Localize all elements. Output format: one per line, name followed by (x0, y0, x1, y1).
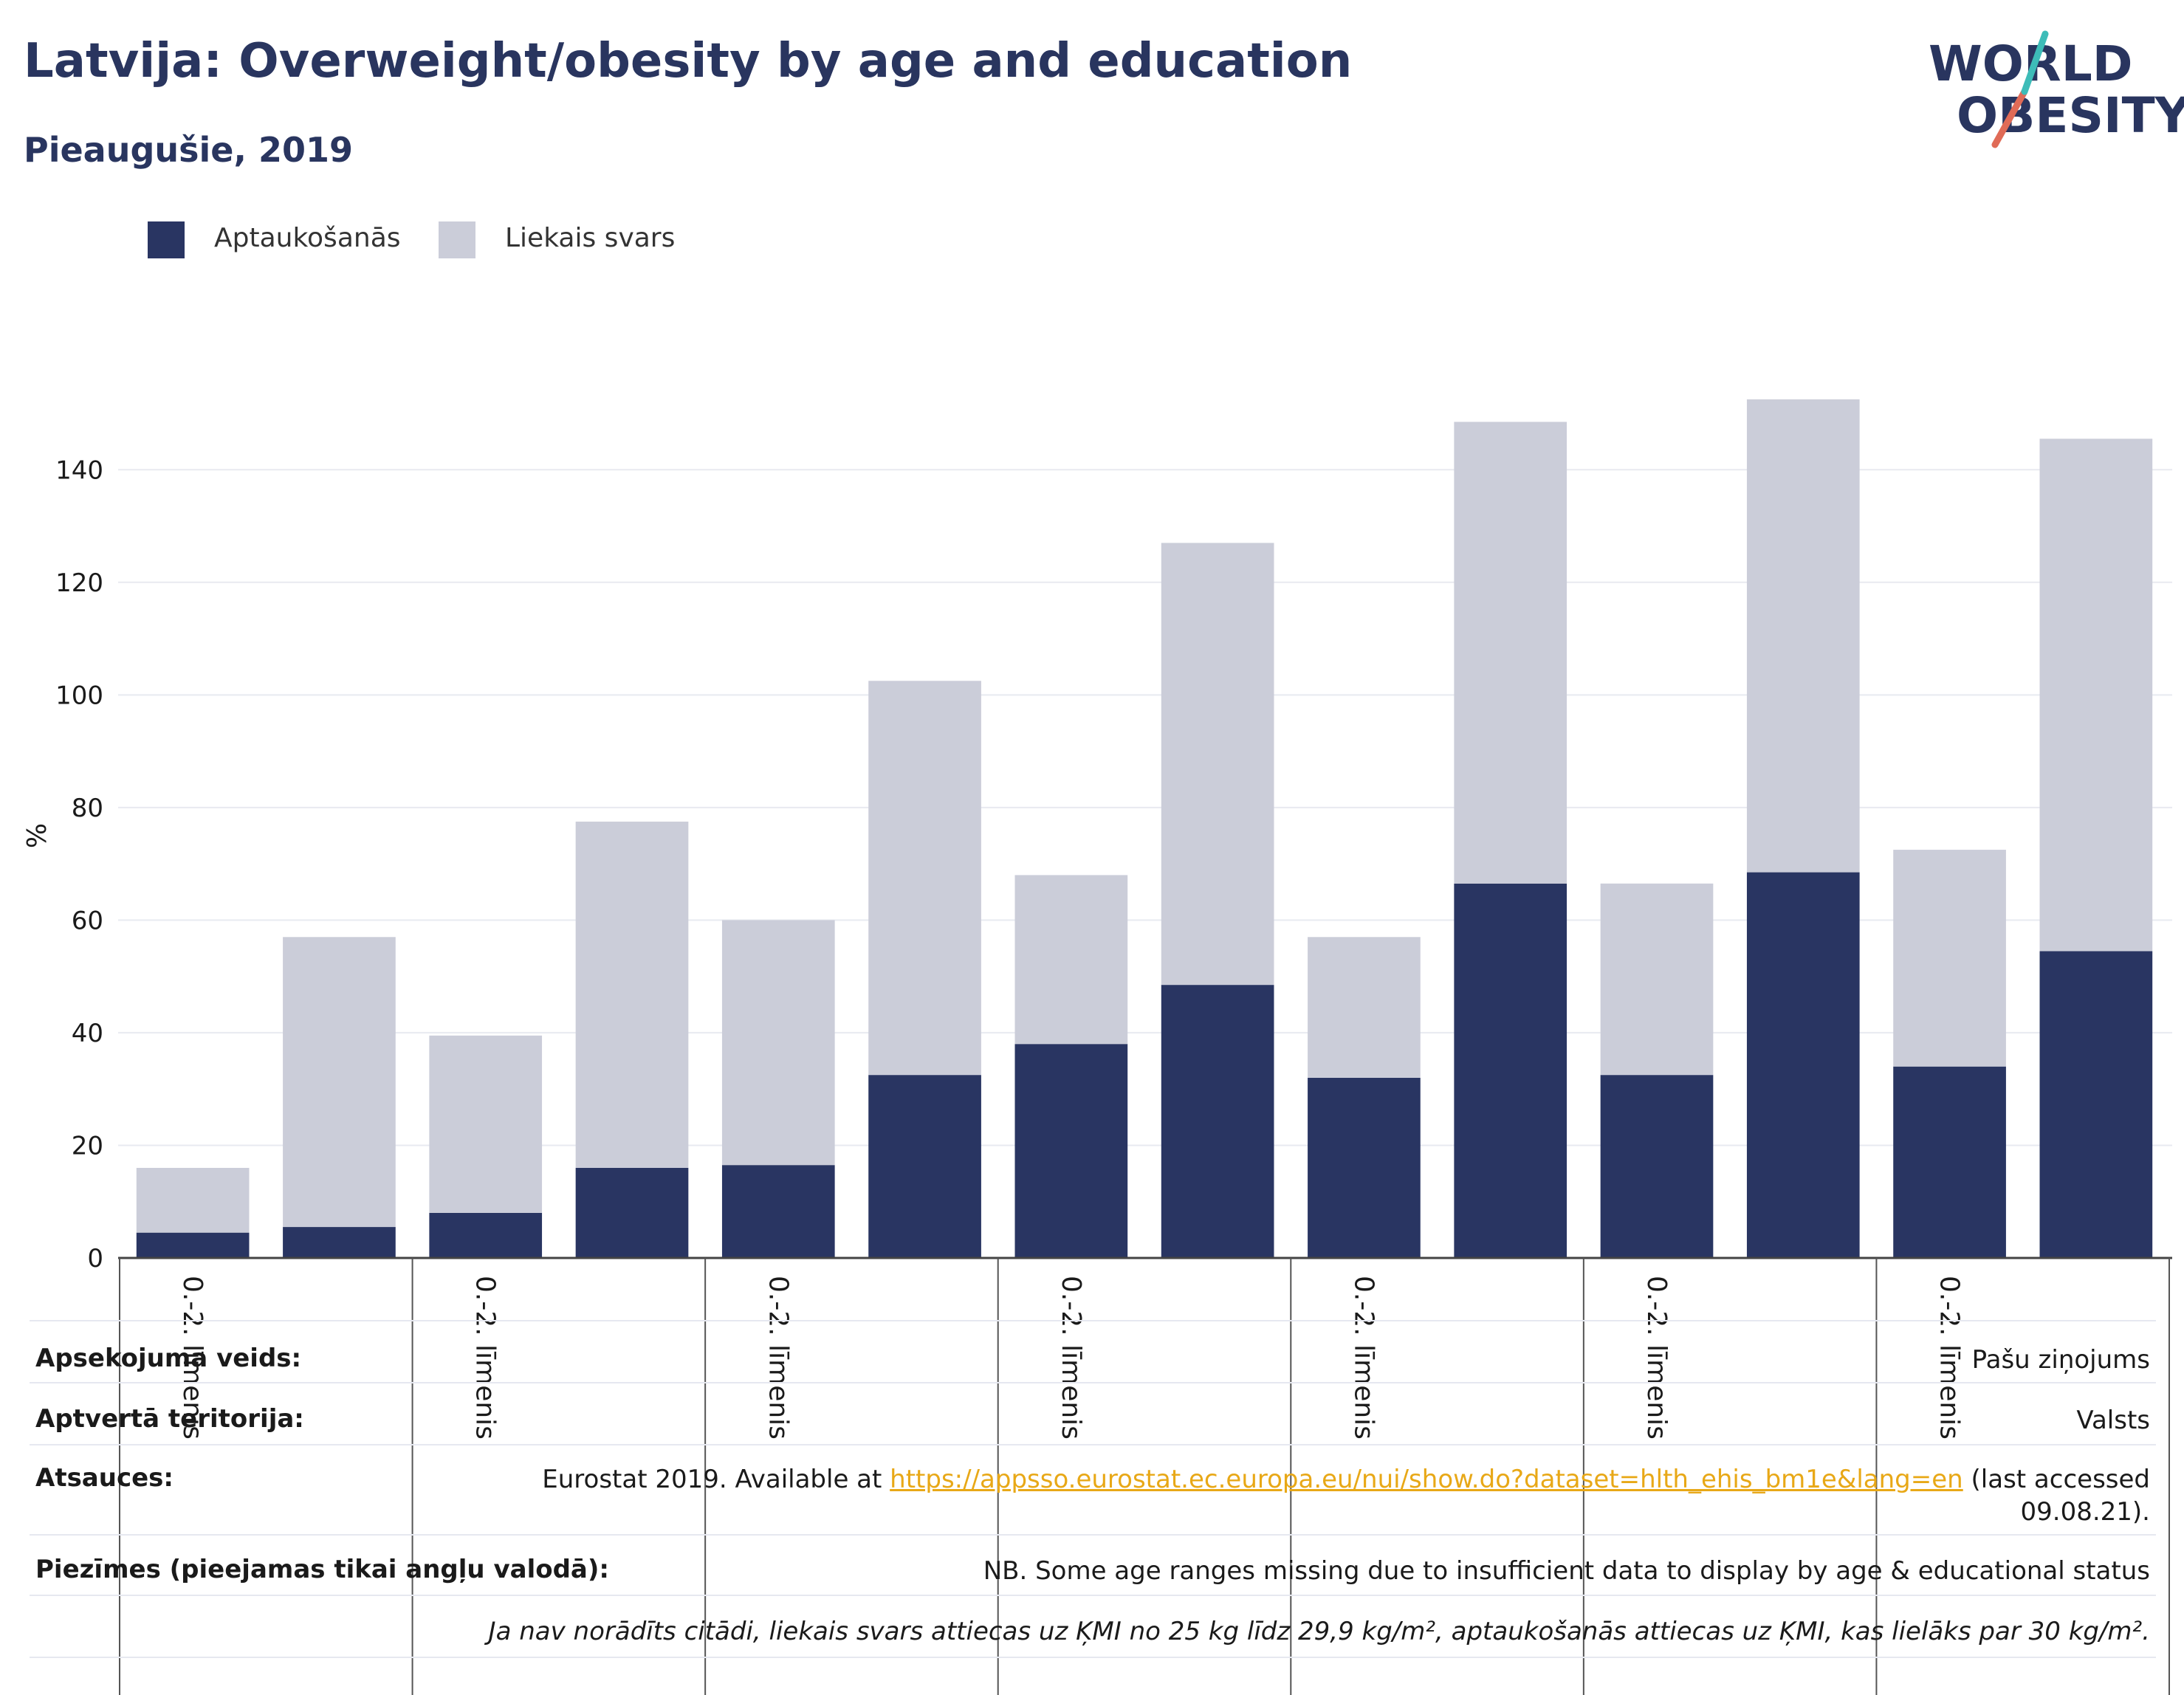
references-date: 09.08.21). (2020, 1497, 2150, 1527)
bar-obesity (1014, 1044, 1128, 1258)
y-tick-label: 100 (55, 681, 103, 710)
bar-obesity (283, 1227, 396, 1258)
world-obesity-logo: WORLD OBESITY (1929, 27, 2184, 159)
references-link[interactable]: https://appsso.eurostat.ec.europa.eu/nui… (890, 1465, 1963, 1494)
bar-obesity (721, 1165, 835, 1258)
chart-title: Latvija: Overweight/obesity by age and e… (24, 34, 1353, 89)
y-tick-label: 40 (72, 1019, 103, 1048)
bar-obesity (1746, 872, 1860, 1258)
y-tick-label: 80 (72, 794, 103, 823)
notes-label: Piezīmes (pieejamas tikai angļu valodā): (35, 1555, 610, 1584)
y-tick-label: 20 (72, 1131, 103, 1161)
bar-overweight (1308, 937, 1421, 1078)
legend-label-overweight: Liekais svars (505, 223, 676, 253)
bar-overweight (429, 1035, 543, 1213)
x-group-label: 0.-2. līmenis (470, 1276, 501, 1440)
logo-line-2: OBESITY (1957, 87, 2184, 144)
table-divider (30, 1382, 2156, 1383)
bar-obesity (136, 1232, 250, 1258)
references-prefix: Eurostat 2019. Available at (542, 1465, 890, 1494)
table-divider (30, 1534, 2156, 1536)
bar-obesity (1308, 1077, 1421, 1258)
bar-overweight (1161, 543, 1274, 986)
references-value: Eurostat 2019. Available at https://apps… (542, 1463, 2150, 1528)
bar-obesity (1161, 985, 1274, 1258)
y-tick-label: 60 (72, 906, 103, 935)
legend-swatch-obesity (148, 221, 185, 258)
x-group-label: 0.-2. līmenis (1056, 1276, 1086, 1440)
table-divider (30, 1657, 2156, 1658)
bar-overweight (1014, 875, 1128, 1045)
y-tick-label: 140 (55, 455, 103, 485)
x-group-label: 0.-2. līmenis (1348, 1276, 1378, 1440)
bar-overweight (1600, 883, 1714, 1076)
chart-subtitle: Pieaugušie, 2019 (24, 130, 354, 170)
bar-obesity (2039, 951, 2153, 1258)
y-tick-label: 0 (87, 1244, 103, 1273)
table-divider (30, 1320, 2156, 1321)
y-tick-label: 120 (55, 568, 103, 598)
bar-overweight (868, 681, 981, 1076)
x-group-label: 0.-2. līmenis (177, 1276, 207, 1440)
y-axis-label: % (22, 823, 52, 848)
bar-overweight (136, 1167, 250, 1233)
legend-swatch-overweight (439, 221, 475, 258)
notes-value: NB. Some age ranges missing due to insuf… (983, 1556, 2150, 1586)
bar-overweight (1746, 399, 1860, 873)
bar-overweight (283, 937, 396, 1228)
bar-overweight (721, 920, 835, 1166)
bar-obesity (1454, 883, 1567, 1258)
references-suffix: (last accessed (1962, 1465, 2150, 1494)
bar-overweight (1893, 850, 2006, 1067)
bar-obesity (429, 1212, 543, 1258)
bar-obesity (1893, 1066, 2006, 1258)
bar-obesity (868, 1075, 981, 1258)
coverage-label: Aptvertā teritorija: (35, 1404, 304, 1434)
table-divider (30, 1595, 2156, 1596)
survey-type-label: Apsekojuma veids: (35, 1344, 302, 1373)
survey-type-value: Pašu ziņojums (1971, 1345, 2150, 1375)
x-group-label: 0.-2. līmenis (1641, 1276, 1672, 1440)
bar-obesity (1600, 1075, 1714, 1258)
logo-slash-icon (1991, 30, 2049, 148)
bar-overweight (2039, 439, 2153, 952)
bar-obesity (575, 1167, 689, 1258)
bar-overweight (1454, 422, 1567, 884)
x-group-label: 0.-2. līmenis (763, 1276, 793, 1440)
legend-label-obesity: Aptaukošanās (214, 223, 401, 253)
coverage-value: Valsts (2076, 1406, 2150, 1435)
bar-overweight (575, 821, 689, 1168)
table-divider (30, 1444, 2156, 1445)
references-label: Atsauces: (35, 1463, 174, 1493)
definition-value: Ja nav norādīts citādi, liekais svars at… (488, 1617, 2150, 1646)
x-group-label: 0.-2. līmenis (1934, 1276, 1965, 1440)
